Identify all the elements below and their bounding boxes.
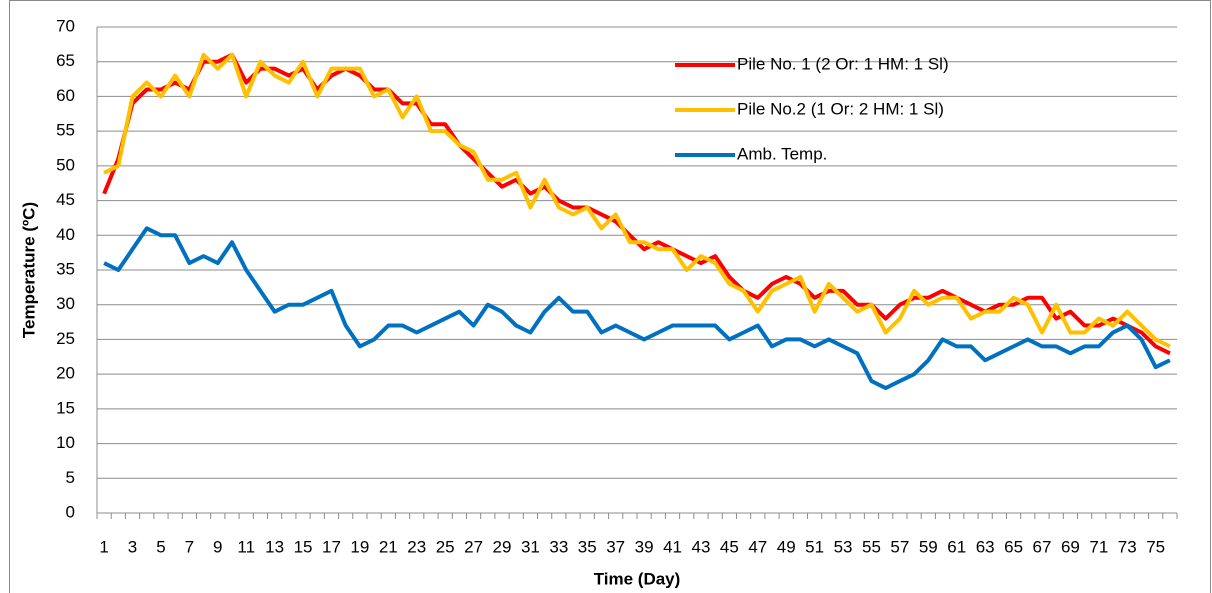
x-tick-label: 25 bbox=[436, 537, 455, 556]
x-tick-label: 23 bbox=[407, 537, 426, 556]
x-tick-label: 67 bbox=[1033, 537, 1052, 556]
y-tick-label: 10 bbox=[56, 433, 75, 452]
x-tick-label: 5 bbox=[156, 537, 165, 556]
legend-label: Pile No.2 (1 Or: 2 HM: 1 Sl) bbox=[737, 99, 944, 118]
y-tick-label: 15 bbox=[56, 398, 75, 417]
legend-label: Pile No. 1 (2 Or: 1 HM: 1 Sl) bbox=[737, 54, 949, 73]
y-tick-label: 30 bbox=[56, 294, 75, 313]
x-tick-label: 53 bbox=[834, 537, 853, 556]
y-tick-label: 55 bbox=[56, 121, 75, 140]
x-tick-label: 11 bbox=[237, 537, 255, 556]
y-tick-label: 70 bbox=[56, 16, 75, 35]
x-tick-label: 61 bbox=[947, 537, 966, 556]
x-tick-label: 17 bbox=[322, 537, 341, 556]
y-tick-label: 40 bbox=[56, 225, 75, 244]
series-line bbox=[103, 226, 1171, 391]
x-tick-label: 69 bbox=[1061, 537, 1080, 556]
x-tick-label: 39 bbox=[635, 537, 654, 556]
x-tick-label: 3 bbox=[128, 537, 137, 556]
x-tick-label: 29 bbox=[493, 537, 512, 556]
y-tick-label: 60 bbox=[56, 86, 75, 105]
chart-border bbox=[9, 0, 1211, 593]
x-tick-label: 43 bbox=[691, 537, 710, 556]
y-tick-label: 50 bbox=[56, 155, 75, 174]
x-tick-label: 31 bbox=[521, 537, 540, 556]
y-axis-title: Temperature (ºC) bbox=[19, 202, 38, 338]
x-tick-label: 59 bbox=[919, 537, 938, 556]
x-tick-label: 33 bbox=[549, 537, 568, 556]
x-tick-label: 75 bbox=[1146, 537, 1165, 556]
x-tick-label: 19 bbox=[350, 537, 369, 556]
series-line bbox=[102, 52, 1171, 356]
y-tick-label: 0 bbox=[66, 502, 75, 521]
series-line bbox=[103, 52, 1171, 349]
x-tick-label: 71 bbox=[1089, 537, 1108, 556]
x-tick-label: 47 bbox=[748, 537, 767, 556]
x-tick-label: 9 bbox=[213, 537, 222, 556]
x-tick-label: 27 bbox=[464, 537, 483, 556]
x-tick-label: 45 bbox=[720, 537, 739, 556]
y-tick-label: 5 bbox=[66, 468, 75, 487]
x-tick-label: 51 bbox=[805, 537, 824, 556]
x-tick-label: 35 bbox=[578, 537, 597, 556]
y-tick-label: 35 bbox=[56, 259, 75, 278]
x-tick-label: 65 bbox=[1004, 537, 1023, 556]
y-tick-label: 45 bbox=[56, 190, 75, 209]
x-tick-label: 7 bbox=[185, 537, 194, 556]
y-tick-label: 20 bbox=[56, 364, 75, 383]
x-tick-label: 73 bbox=[1118, 537, 1137, 556]
x-tick-label: 55 bbox=[862, 537, 881, 556]
x-tick-label: 15 bbox=[294, 537, 313, 556]
x-tick-label: 57 bbox=[890, 537, 909, 556]
x-tick-label: 1 bbox=[99, 537, 108, 556]
legend-label: Amb. Temp. bbox=[737, 144, 827, 163]
y-tick-label: 65 bbox=[56, 51, 75, 70]
x-tick-label: 41 bbox=[663, 537, 682, 556]
x-tick-label: 49 bbox=[777, 537, 796, 556]
x-tick-label: 63 bbox=[976, 537, 995, 556]
x-axis-title: Time (Day) bbox=[594, 569, 681, 588]
x-tick-label: 13 bbox=[265, 537, 284, 556]
x-tick-label: 37 bbox=[606, 537, 625, 556]
x-tick-label: 21 bbox=[379, 537, 398, 556]
y-tick-label: 25 bbox=[56, 329, 75, 348]
